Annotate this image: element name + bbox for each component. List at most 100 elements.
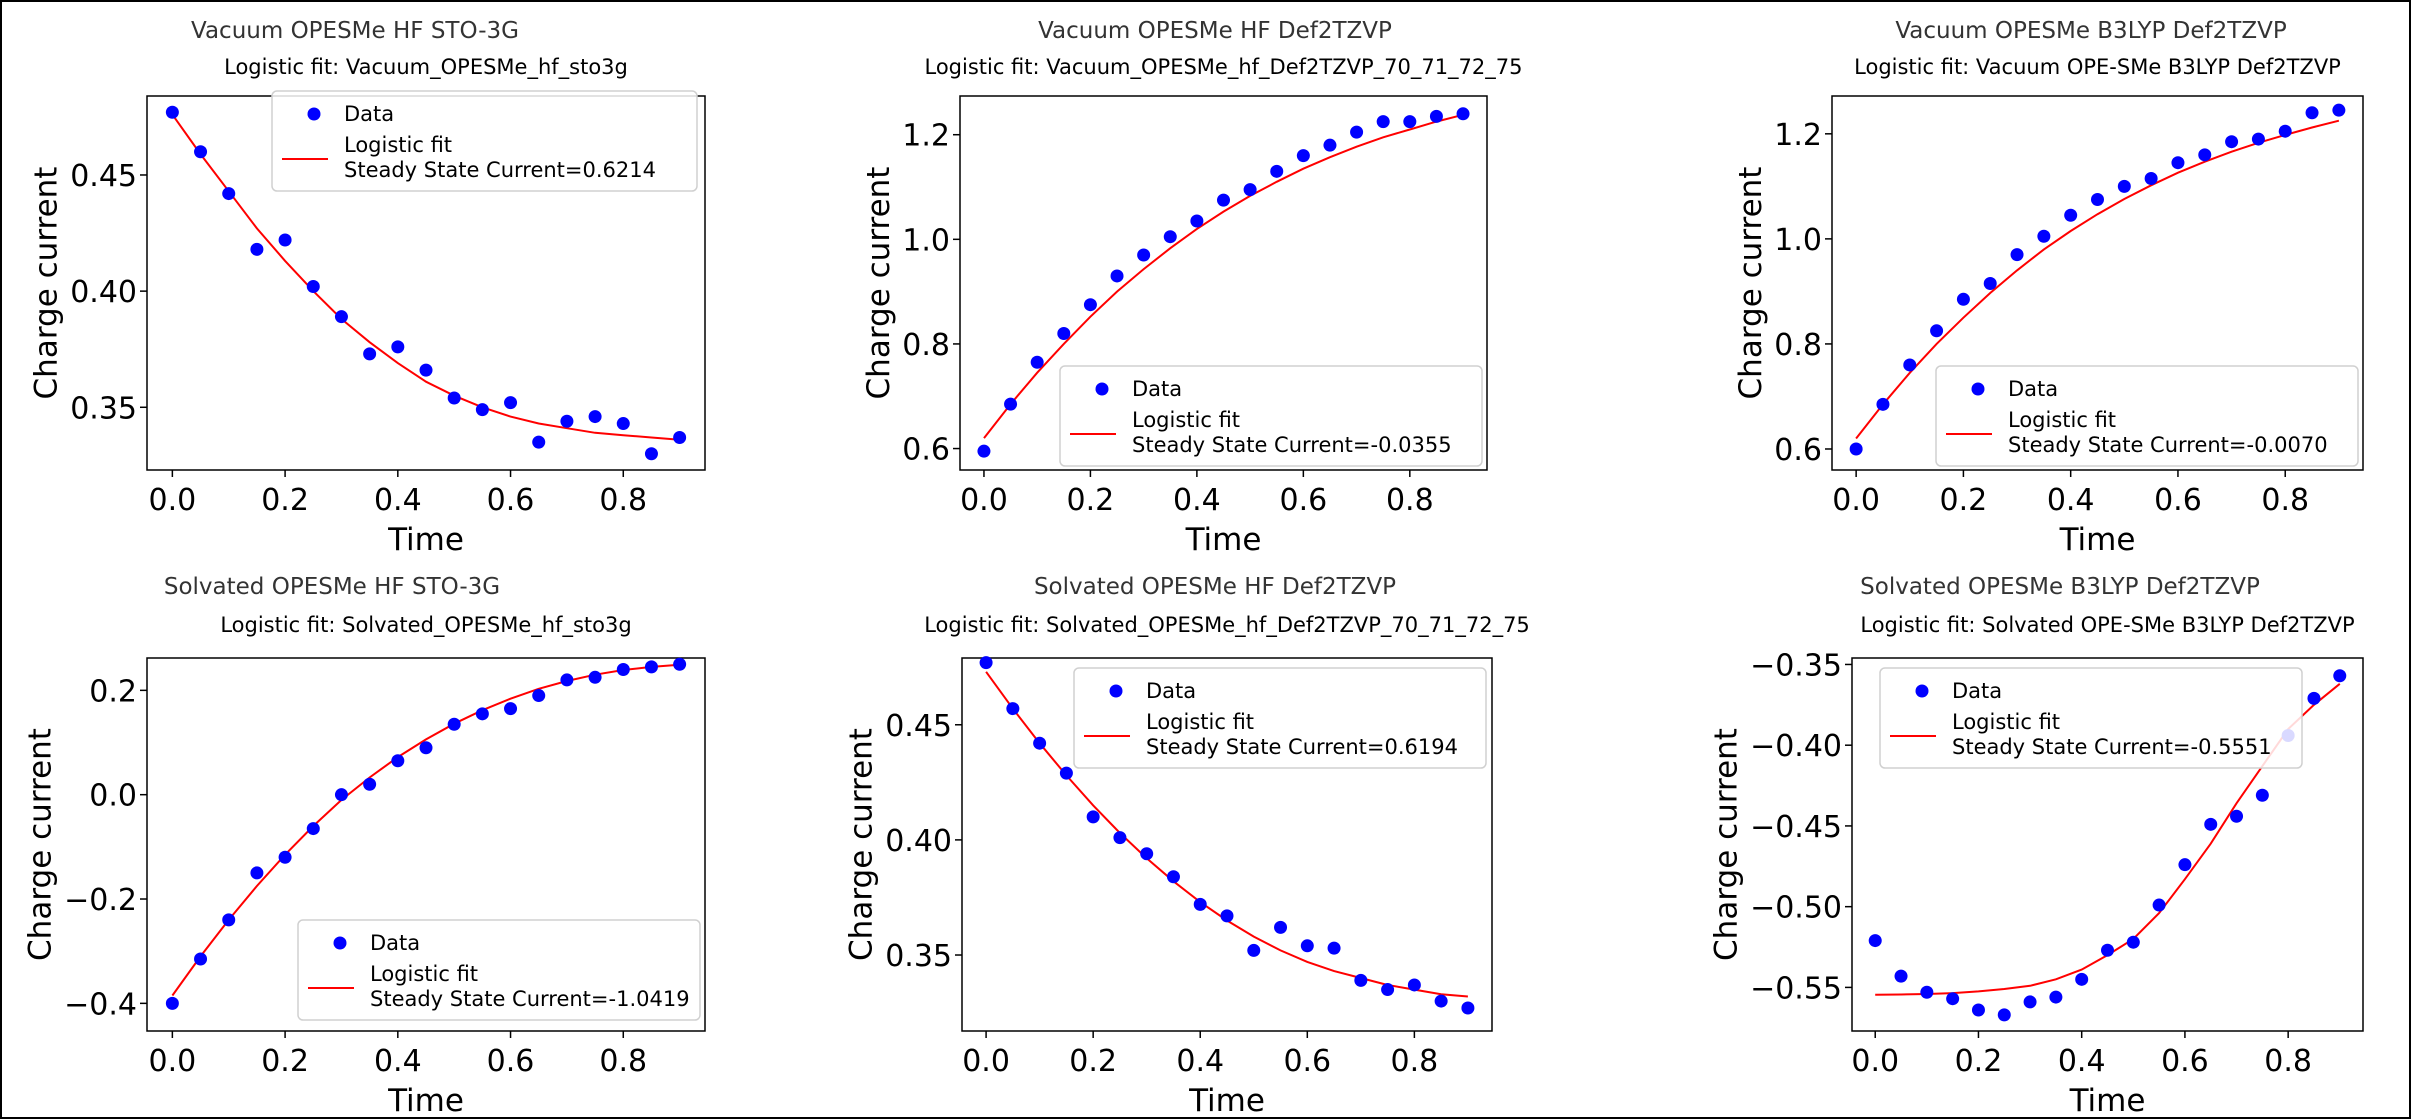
data-point (1033, 736, 1047, 750)
suptitle: Vacuum OPESMe HF Def2TZVP (1038, 18, 1392, 44)
data-point (278, 850, 292, 864)
data-point (194, 145, 208, 159)
data-point (2171, 156, 2185, 170)
data-point (165, 996, 179, 1010)
data-point (1376, 115, 1390, 129)
data-point (419, 363, 433, 377)
data-point (1247, 943, 1261, 957)
legend-label-data: Data (1132, 377, 1182, 401)
x-axis-label: Time (1185, 522, 1262, 558)
legend-marker-data (1109, 684, 1123, 698)
data-point (977, 444, 991, 458)
data-point (222, 187, 236, 201)
data-point (2091, 192, 2104, 206)
x-tick-label: 0.0 (962, 1044, 1010, 1079)
data-point (250, 866, 264, 880)
x-tick-label: 0.8 (2261, 483, 2309, 518)
data-point (2178, 858, 2192, 872)
y-tick-label: 1.0 (902, 223, 950, 258)
data-point (1849, 442, 1863, 456)
data-point (1868, 934, 1882, 948)
data-point (278, 233, 292, 247)
legend-label-fit: Logistic fit (1952, 710, 2060, 734)
y-tick-label: −0.4 (64, 987, 137, 1022)
y-tick-label: 1.0 (1774, 223, 1822, 258)
data-point (1083, 298, 1097, 312)
data-point (673, 657, 687, 671)
legend-label-steady-state: Steady State Current=0.6214 (344, 158, 656, 182)
x-tick-label: 0.8 (599, 483, 647, 518)
y-tick-label: 0.40 (885, 824, 952, 859)
x-tick-label: 0.0 (149, 483, 197, 518)
legend-frame (1879, 667, 2303, 769)
suptitle: Solvated OPESMe HF Def2TZVP (1034, 574, 1396, 600)
subplot-6: Solvated OPESMe B3LYP Def2TZVP Logistic f… (1709, 574, 2364, 1117)
data-point (306, 279, 320, 293)
data-point (560, 414, 574, 428)
data-point (588, 410, 602, 424)
x-tick-label: 0.6 (2161, 1044, 2209, 1079)
y-tick-label: 0.8 (1774, 328, 1822, 363)
data-point (1956, 292, 1970, 306)
data-point (222, 913, 236, 927)
legend-label-data: Data (2008, 377, 2058, 401)
legend-label-data: Data (344, 102, 394, 126)
legend-marker-data (1971, 382, 1985, 396)
y-tick-label: 0.6 (1774, 433, 1822, 468)
data-point (1220, 909, 1234, 923)
data-point (644, 660, 658, 674)
data-point (2230, 809, 2244, 823)
data-point (1004, 397, 1018, 411)
data-point (2255, 788, 2269, 802)
legend-label-steady-state: Steady State Current=-0.5551 (1952, 735, 2272, 759)
suptitle: Solvated OPESMe HF STO-3G (164, 574, 500, 600)
data-point (2126, 935, 2140, 949)
data-point (2307, 691, 2321, 705)
y-tick-label: 0.6 (902, 433, 950, 468)
x-tick-label: 0.8 (2264, 1044, 2312, 1079)
x-tick-label: 0.4 (2058, 1044, 2106, 1079)
data-point (1243, 183, 1257, 197)
legend-label-fit: Logistic fit (2008, 408, 2116, 432)
data-point (475, 707, 489, 721)
data-point (644, 447, 658, 461)
data-point (1946, 992, 1960, 1006)
legend-label-steady-state: Steady State Current=-1.0419 (370, 987, 690, 1011)
y-tick-label: −0.50 (1750, 891, 1842, 926)
legend-label-fit: Logistic fit (1146, 710, 1254, 734)
y-tick-label: 0.40 (70, 275, 137, 310)
x-tick-label: 0.8 (1391, 1044, 1439, 1079)
y-axis-label: Charge current (23, 728, 59, 961)
legend-frame (1059, 365, 1483, 467)
suptitle: Vacuum OPESMe B3LYP Def2TZVP (1895, 18, 2287, 44)
y-tick-label: 0.45 (885, 709, 952, 744)
x-tick-label: 0.6 (487, 1044, 535, 1079)
x-tick-label: 0.8 (1386, 483, 1434, 518)
data-point (1894, 969, 1908, 983)
data-point (475, 403, 489, 417)
data-point (1354, 973, 1368, 987)
data-point (250, 242, 264, 256)
legend-label-steady-state: Steady State Current=-0.0355 (1132, 433, 1452, 457)
x-axis-label: Time (387, 1083, 464, 1117)
x-tick-label: 0.4 (1176, 1044, 1224, 1079)
data-point (2117, 179, 2131, 193)
data-point (2251, 132, 2265, 146)
data-point (1350, 125, 1364, 139)
fit-line (171, 114, 680, 441)
data-point (334, 788, 348, 802)
y-axis-label: Charge current (29, 167, 65, 400)
data-point (1461, 1001, 1475, 1015)
x-axis-label: Time (2069, 1083, 2146, 1117)
y-axis-label: Charge current (861, 167, 897, 400)
y-axis-label: Charge current (844, 728, 880, 961)
data-point (616, 417, 630, 431)
legend-marker-data (333, 936, 347, 950)
x-tick-label: 0.2 (1940, 483, 1988, 518)
data-point (1086, 810, 1100, 824)
legend-label-data: Data (1952, 679, 2002, 703)
